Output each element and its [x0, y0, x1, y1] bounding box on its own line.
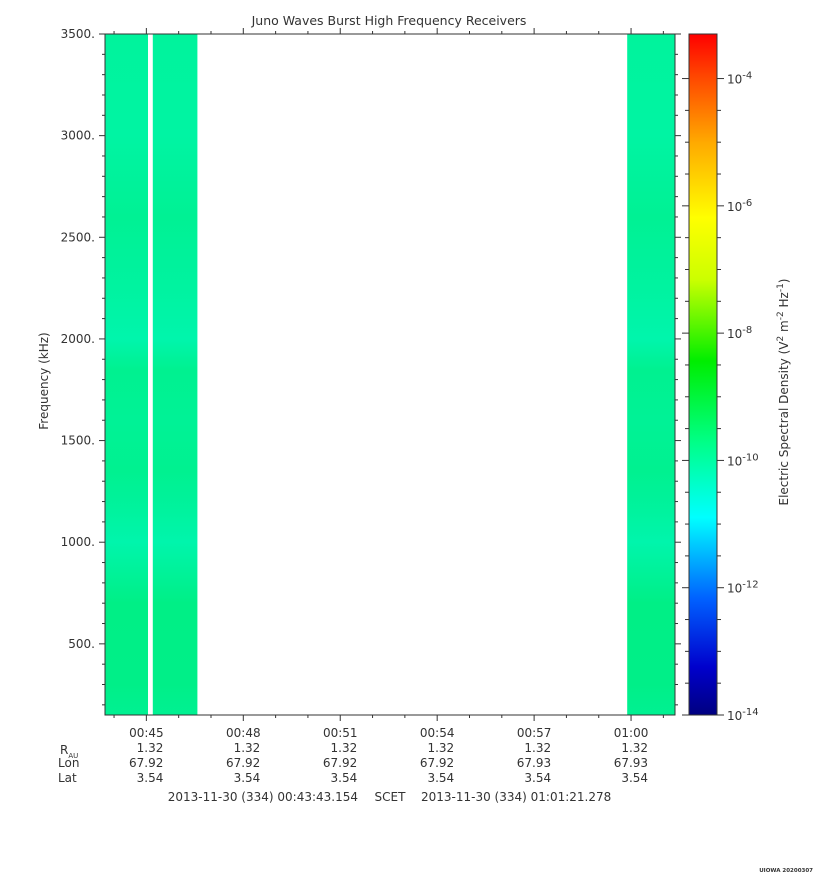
ephem-value: 67.92 — [420, 756, 454, 770]
x-tick-label: 00:57 — [517, 726, 552, 740]
ephem-label-r: RAU — [60, 743, 78, 760]
y-axis: 500. 1000. 1500. 2000. 2500. 3000. 3500. — [61, 27, 681, 706]
footer-tag: UIOWA 20200307 — [759, 868, 813, 874]
ephem-r-value: 1.32 — [524, 741, 551, 755]
time-range-start: 2013-11-30 (334) 00:43:43.154 — [168, 790, 358, 804]
ephem-value: 3.54 — [137, 771, 164, 785]
y-tick-label: 2500. — [61, 230, 95, 244]
plot-frame — [104, 33, 676, 716]
ephem-value: 67.92 — [226, 756, 260, 770]
ephem-value: 3.54 — [427, 771, 454, 785]
colorbar-tick-label: 10-10 — [727, 452, 759, 468]
colorbar-tick-label: 10-14 — [727, 707, 759, 723]
x-tick-label: 00:54 — [420, 726, 455, 740]
x-axis: 00:45 00:48 00:51 00:54 00:57 01:00 — [113, 28, 664, 740]
colorbar-tick-label: 10-6 — [727, 198, 752, 214]
data-blocks — [105, 34, 675, 715]
y-tick-label: 1000. — [61, 535, 95, 549]
ephem-value: 3.54 — [331, 771, 358, 785]
ephem-value: 3.54 — [234, 771, 261, 785]
colorbar-tick-label: 10-12 — [727, 580, 759, 596]
y-tick-label: 2000. — [61, 332, 95, 346]
ephemeris-table: RAU 1.32 1.32 1.32 1.32 1.32 1.32 Lon 67.92 67.9… — [58, 741, 648, 785]
ephem-r-value: 1.32 — [427, 741, 454, 755]
time-range-frame: SCET — [375, 790, 407, 804]
chart-title: Juno Waves Burst High Frequency Receiver… — [251, 13, 527, 28]
ephem-r-value: 1.32 — [137, 741, 164, 755]
x-tick-label: 00:45 — [129, 726, 164, 740]
ephem-value: 67.93 — [614, 756, 648, 770]
y-tick-label: 1500. — [61, 434, 95, 448]
colorbar-axis: 10-4 10-6 10-8 10-10 10-12 10-14 — [682, 71, 759, 723]
y-tick-label: 3500. — [61, 27, 95, 41]
ephem-value: 3.54 — [524, 771, 551, 785]
data-block — [152, 34, 198, 715]
ephem-value: 3.54 — [621, 771, 648, 785]
ephem-row-label: Lat — [58, 771, 77, 785]
y-tick-label: 500. — [68, 637, 95, 651]
data-block — [627, 34, 675, 715]
colorbar-label: Electric Spectral Density (V2 m-2 Hz-1) — [776, 278, 791, 505]
x-tick-label: 00:51 — [323, 726, 358, 740]
ephem-r-value: 1.32 — [331, 741, 358, 755]
ephem-row-label: Lon — [58, 756, 79, 770]
colorbar-tick-label: 10-4 — [727, 71, 752, 87]
ephem-r-value: 1.32 — [621, 741, 648, 755]
y-tick-label: 3000. — [61, 129, 95, 143]
ephem-value: 67.92 — [323, 756, 357, 770]
y-axis-label: Frequency (kHz) — [37, 332, 51, 429]
colorbar-tick-label: 10-8 — [727, 325, 752, 341]
colorbar — [688, 33, 718, 716]
ephem-r-value: 1.32 — [234, 741, 261, 755]
x-tick-label: 01:00 — [614, 726, 649, 740]
data-block — [105, 34, 148, 715]
x-tick-label: 00:48 — [226, 726, 261, 740]
time-range-end: 2013-11-30 (334) 01:01:21.278 — [421, 790, 611, 804]
ephem-value: 67.92 — [129, 756, 163, 770]
ephem-value: 67.93 — [517, 756, 551, 770]
